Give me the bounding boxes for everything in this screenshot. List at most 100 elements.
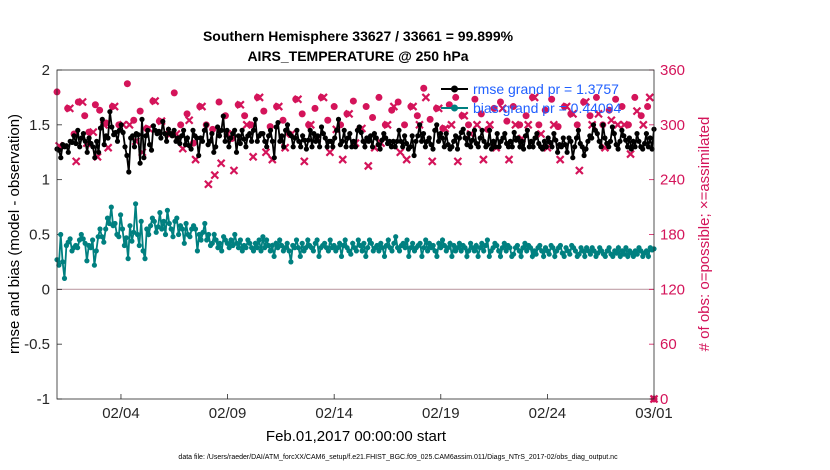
rmse-point xyxy=(86,135,92,141)
bias-point xyxy=(209,240,215,246)
obs-possible-point xyxy=(96,106,104,114)
bias-point xyxy=(561,253,567,259)
rmse-point xyxy=(145,127,151,133)
bias-point xyxy=(119,226,126,232)
obs-assimilated-point xyxy=(229,166,239,175)
rmse-point xyxy=(471,127,478,133)
obs-assimilated-point xyxy=(306,120,316,130)
rmse-point xyxy=(454,146,461,152)
rmse-point xyxy=(488,146,495,152)
rmse-point xyxy=(487,127,493,133)
bias-point xyxy=(447,240,453,246)
bias-point xyxy=(206,231,212,238)
obs-assimilated-point xyxy=(447,120,456,130)
rmse-point xyxy=(228,135,234,141)
obs-assimilated-point xyxy=(613,120,623,130)
rmse-point xyxy=(642,140,648,147)
bias-point xyxy=(234,240,240,246)
x-tick-label: 02/19 xyxy=(422,405,460,422)
rmse-point xyxy=(634,131,640,137)
rmse-point xyxy=(169,133,175,139)
obs-possible-point xyxy=(548,95,556,103)
rmse-point xyxy=(305,137,311,143)
bias-point xyxy=(235,245,242,251)
bias-point xyxy=(350,240,356,246)
rmse-point xyxy=(135,132,141,138)
obs-assimilated-point xyxy=(125,120,134,130)
bias-point xyxy=(408,245,414,251)
bias-point xyxy=(342,237,348,243)
bias-point xyxy=(471,248,477,254)
obs-possible-point xyxy=(426,115,434,123)
rmse-point xyxy=(494,131,500,137)
rmse-point xyxy=(311,131,317,137)
rmse-point xyxy=(179,133,185,139)
rmse-point xyxy=(211,149,217,155)
rmse-point xyxy=(594,131,600,137)
rmse-point xyxy=(290,144,296,150)
bias-point xyxy=(56,262,62,268)
rmse-point xyxy=(65,149,71,155)
bias-point xyxy=(125,256,131,262)
obs-assimilated-point xyxy=(210,170,220,180)
rmse-point xyxy=(164,138,170,144)
obs-assimilated-point xyxy=(150,96,160,106)
obs-possible-point xyxy=(612,95,620,103)
obs-assimilated-point xyxy=(575,166,584,175)
obs-possible-point xyxy=(279,116,287,124)
rmse-point xyxy=(403,140,410,147)
bias-point xyxy=(507,245,513,251)
bias-point xyxy=(314,237,320,243)
obs-possible-point xyxy=(183,110,191,118)
obs-possible-point xyxy=(535,121,543,129)
rmse-point xyxy=(171,127,177,133)
rmse-point xyxy=(71,133,77,139)
bias-point xyxy=(293,237,300,243)
bias-point xyxy=(215,245,221,251)
rmse-point xyxy=(511,129,517,136)
rmse-point xyxy=(475,144,481,150)
bias-point xyxy=(271,253,277,259)
bias-point xyxy=(327,237,333,243)
rmse-point xyxy=(519,138,525,144)
bias-point xyxy=(269,242,275,249)
rmse-point xyxy=(347,131,353,137)
bias-point xyxy=(552,253,558,259)
obs-assimilated-point xyxy=(338,155,347,164)
x-axis-label: Feb.01,2017 00:00:00 start xyxy=(266,428,447,445)
rmse-point xyxy=(419,138,425,144)
rmse-point xyxy=(602,135,608,141)
bias-point xyxy=(84,258,90,264)
rmse-point xyxy=(509,144,515,150)
obs-assimilated-point xyxy=(568,109,578,119)
bias-point xyxy=(247,240,253,246)
bias-point xyxy=(514,242,521,249)
rmse-point xyxy=(617,138,623,144)
rmse-point xyxy=(241,136,247,142)
rmse-point xyxy=(94,138,100,144)
bias-point xyxy=(299,240,305,246)
y-left-tick-label: 1.5 xyxy=(29,117,50,134)
x-tick-label: 03/01 xyxy=(635,405,673,422)
bias-point xyxy=(458,248,464,254)
rmse-point xyxy=(366,138,372,144)
rmse-point xyxy=(600,122,606,128)
y-left-tick-label: 2 xyxy=(42,62,50,79)
rmse-point xyxy=(126,169,132,175)
obs-possible-point xyxy=(445,101,453,109)
rmse-point xyxy=(216,133,223,139)
rmse-point xyxy=(551,131,557,137)
rmse-point xyxy=(188,146,194,152)
rmse-point xyxy=(124,152,130,159)
rmse-point xyxy=(315,133,321,139)
obs-possible-point xyxy=(170,89,178,97)
rmse-point xyxy=(273,124,279,130)
obs-possible-point xyxy=(215,98,223,106)
bias-point xyxy=(254,245,260,251)
rmse-point xyxy=(560,135,566,141)
rmse-point xyxy=(507,138,513,144)
obs-possible-point xyxy=(136,107,144,115)
bias-point xyxy=(136,242,142,249)
bias-point xyxy=(202,220,208,227)
obs-assimilated-point xyxy=(184,115,194,125)
